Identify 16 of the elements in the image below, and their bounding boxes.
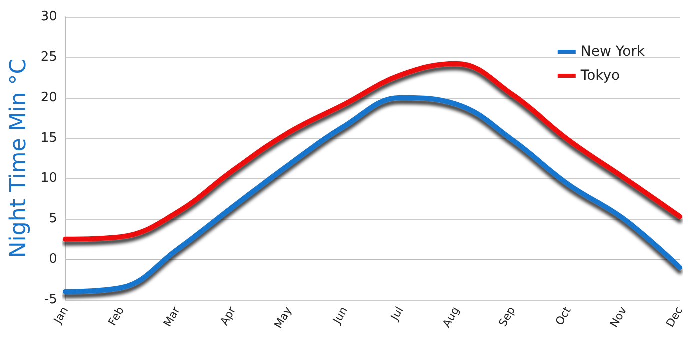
y-tick-label: -5 xyxy=(44,292,58,308)
x-tick-label: Jun xyxy=(330,304,350,327)
x-tick-label: Feb xyxy=(106,304,127,328)
legend-label: New York xyxy=(580,44,646,60)
x-tick-label: Jan xyxy=(50,304,72,327)
y-tick-label: 15 xyxy=(40,130,58,146)
x-tick-label: Jul xyxy=(388,304,406,324)
y-tick-label: 20 xyxy=(40,90,58,106)
y-tick-label: 10 xyxy=(40,171,58,186)
y-tick-label: 0 xyxy=(49,252,58,268)
y-tick-label: 30 xyxy=(40,10,58,24)
y-tick-label: 25 xyxy=(40,50,58,65)
y-tick-label: 5 xyxy=(49,212,58,227)
y-axis-title: Night Time Min °C xyxy=(6,58,32,258)
legend-label: Tokyo xyxy=(580,68,620,84)
x-tick-label: Oct xyxy=(553,304,574,328)
